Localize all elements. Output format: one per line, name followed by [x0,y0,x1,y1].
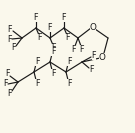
Text: F: F [3,80,7,88]
Text: F: F [11,43,15,53]
Text: F: F [72,45,76,53]
Text: F: F [35,78,39,88]
Text: F: F [48,22,52,32]
Text: F: F [7,88,11,97]
Text: F: F [38,34,42,43]
Text: F: F [7,34,11,43]
Text: F: F [5,70,9,78]
Text: F: F [51,47,55,55]
Text: F: F [80,45,84,53]
Text: O: O [99,53,105,61]
Text: F: F [62,13,66,22]
Text: F: F [66,34,70,43]
Text: F: F [35,57,39,65]
Text: F: F [67,78,71,88]
Text: F: F [90,65,94,74]
Text: F: F [8,24,12,34]
Text: F: F [92,51,96,59]
Text: F: F [67,57,71,65]
Text: F: F [52,43,56,53]
Text: O: O [90,22,96,32]
Text: F: F [34,13,38,22]
Text: F: F [51,68,55,78]
